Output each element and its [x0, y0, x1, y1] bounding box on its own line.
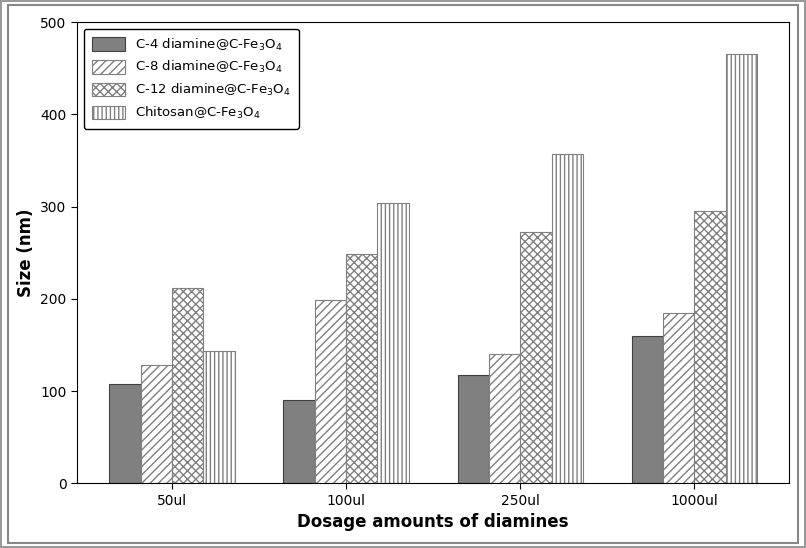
Legend: C-4 diamine@C-Fe$_3$O$_4$, C-8 diamine@C-Fe$_3$O$_4$, C-12 diamine@C-Fe$_3$O$_4$: C-4 diamine@C-Fe$_3$O$_4$, C-8 diamine@C…: [84, 28, 299, 129]
Bar: [141, 366, 172, 483]
X-axis label: Dosage amounts of diamines: Dosage amounts of diamines: [297, 513, 569, 532]
Bar: [203, 351, 235, 483]
Y-axis label: Size (nm): Size (nm): [17, 208, 35, 297]
Bar: [377, 203, 409, 483]
Bar: [172, 288, 203, 483]
Bar: [632, 336, 663, 483]
Bar: [551, 154, 583, 483]
Bar: [489, 354, 520, 483]
Bar: [315, 300, 346, 483]
Bar: [284, 401, 315, 483]
Bar: [694, 212, 725, 483]
Bar: [663, 313, 694, 483]
Bar: [110, 384, 141, 483]
Bar: [346, 254, 377, 483]
Bar: [725, 54, 757, 483]
Bar: [458, 375, 489, 483]
Bar: [520, 232, 551, 483]
